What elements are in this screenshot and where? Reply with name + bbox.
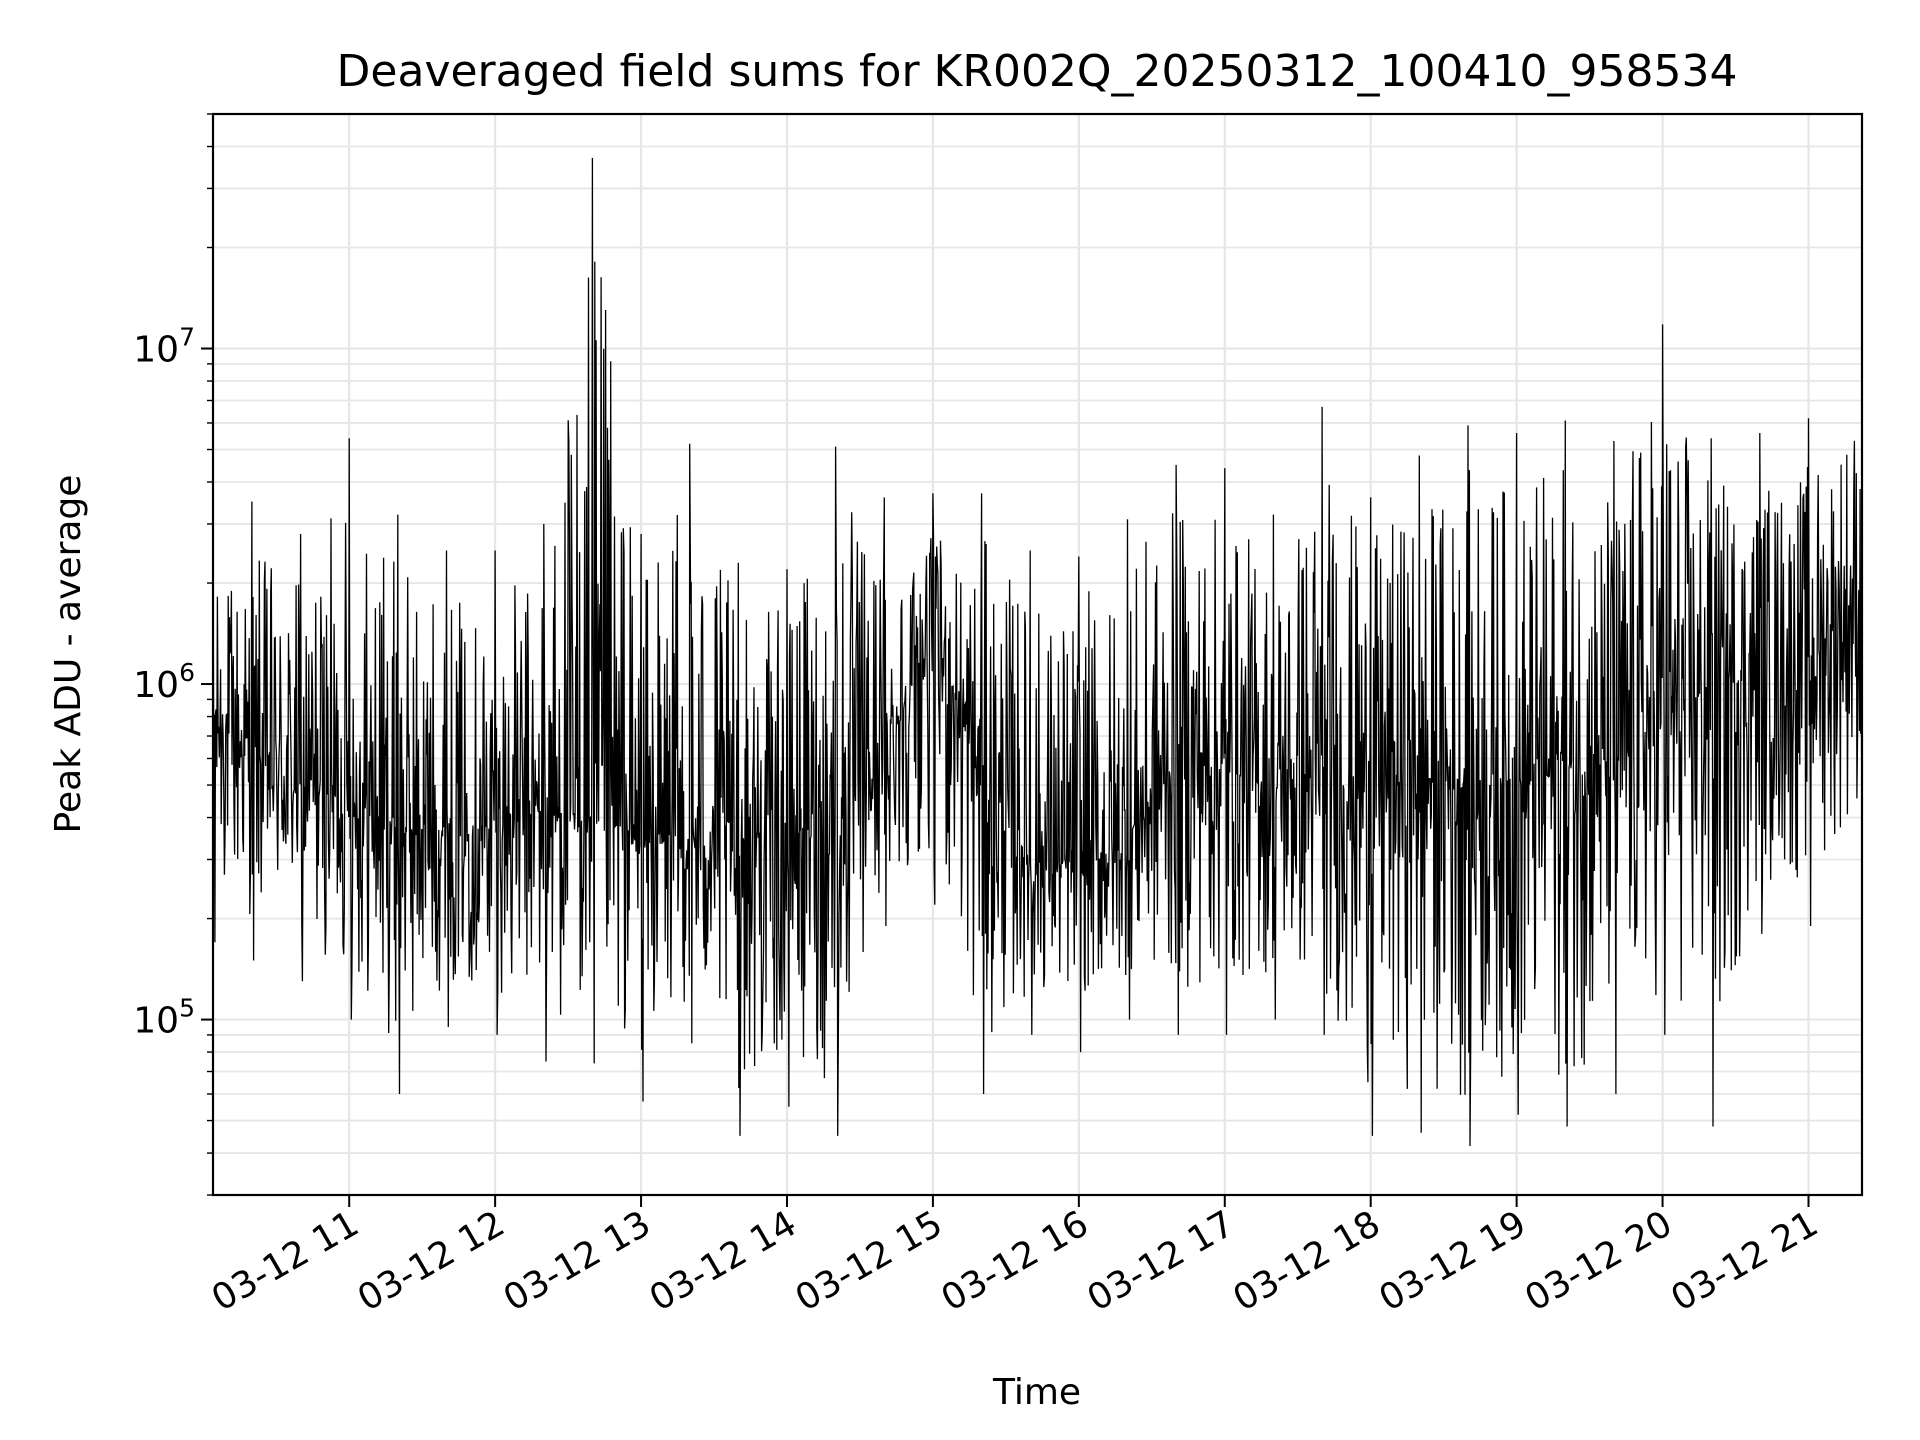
plot-frame bbox=[211, 112, 1864, 1197]
series-line bbox=[212, 157, 1863, 1147]
y-tick-label: 107 bbox=[133, 323, 195, 371]
y-tick-label: 105 bbox=[133, 994, 195, 1042]
chart-title: Deaveraged field sums for KR002Q_2025031… bbox=[337, 46, 1738, 97]
y-tick-label: 106 bbox=[133, 658, 195, 706]
x-axis-label: Time bbox=[992, 1372, 1081, 1413]
plot-area bbox=[212, 157, 1863, 1147]
y-axis-label: Peak ADU - average bbox=[48, 475, 89, 834]
